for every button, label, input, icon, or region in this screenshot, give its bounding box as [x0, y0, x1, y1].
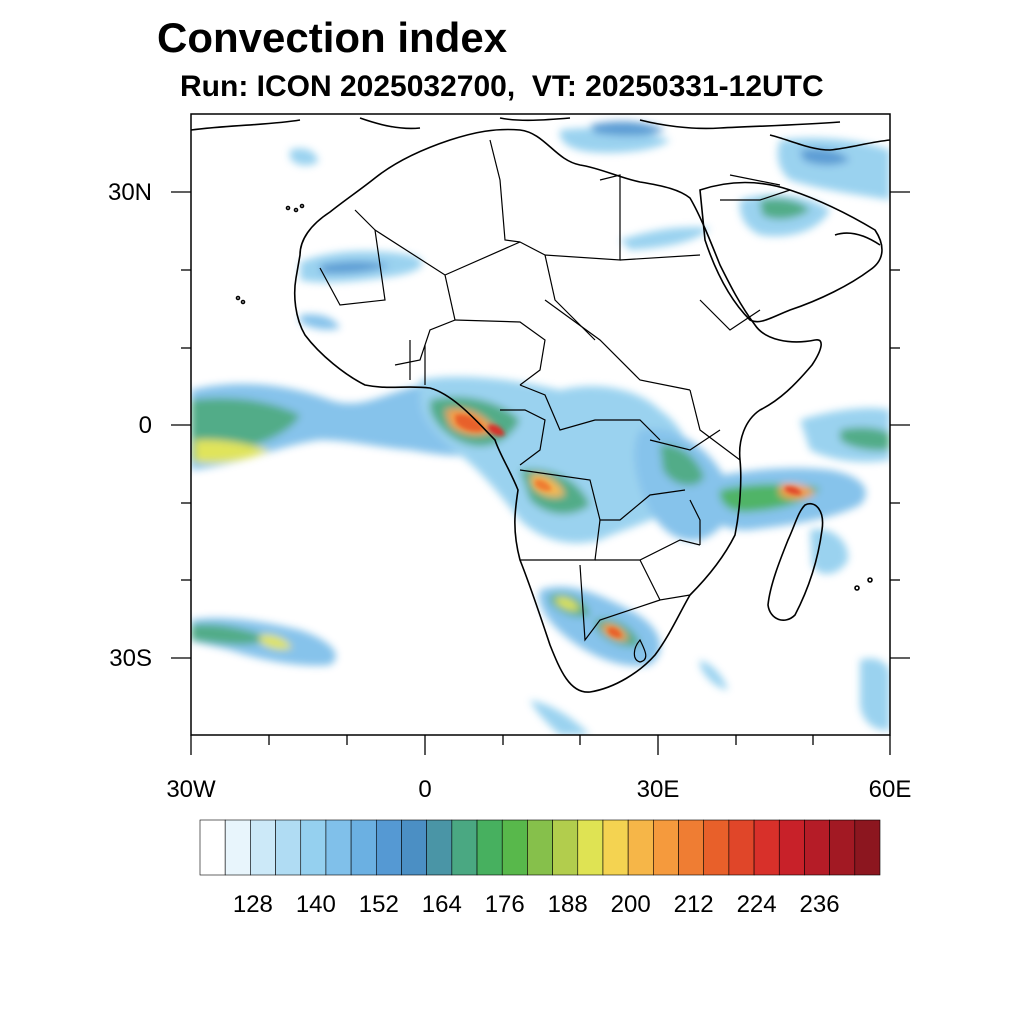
colorbar-swatch [401, 819, 427, 876]
colorbar-label: 128 [233, 891, 273, 918]
country-borders [319, 139, 791, 663]
colorbar-labels: 128 140 152 164 176 188 200 212 224 236 [233, 891, 840, 918]
colorbar-swatch [854, 819, 881, 876]
colorbar-swatch [552, 819, 579, 876]
colorbar-swatch [678, 819, 705, 876]
colorbar-swatch [476, 819, 503, 876]
colorbar-swatch [602, 819, 629, 876]
colorbar-label: 236 [800, 891, 840, 918]
colorbar-swatch [753, 819, 780, 876]
colorbar-swatch [501, 819, 528, 876]
colorbar-label: 164 [422, 891, 462, 918]
colorbar-label: 188 [548, 891, 588, 918]
lat-tick-labels: 30N 0 30S [108, 179, 152, 672]
lon-label-30e: 30E [637, 776, 680, 803]
colorbar-swatch [577, 819, 604, 876]
colorbar [199, 819, 881, 876]
colorbar-swatch [275, 819, 302, 876]
colorbar-swatch [426, 819, 453, 876]
lat-label-0: 0 [139, 412, 152, 439]
colorbar-swatch [728, 819, 755, 876]
convection-field [191, 121, 890, 735]
colorbar-swatch [627, 819, 654, 876]
colorbar-label: 140 [296, 891, 336, 918]
colorbar-swatch [829, 819, 856, 876]
lon-label-30w: 30W [166, 776, 216, 803]
colorbar-label: 200 [611, 891, 651, 918]
colorbar-label: 212 [674, 891, 714, 918]
colorbar-swatch [451, 819, 478, 876]
lon-tick-labels: 30W 0 30E 60E [166, 776, 911, 803]
lat-label-30n: 30N [108, 179, 152, 206]
colorbar-label: 176 [485, 891, 525, 918]
map-subtitle: Run: ICON 2025032700, VT: 20250331-12UTC [180, 70, 824, 103]
lon-label-60e: 60E [869, 776, 912, 803]
map-title: Convection index [157, 14, 508, 61]
colorbar-swatch [527, 819, 553, 876]
colorbar-label: 224 [737, 891, 777, 918]
colorbar-swatch [703, 819, 730, 876]
colorbar-swatch [804, 819, 830, 876]
colorbar-label: 152 [359, 891, 399, 918]
colorbar-swatch [350, 819, 377, 876]
colorbar-swatch [199, 819, 226, 876]
colorbar-swatch [778, 819, 805, 876]
lat-label-30s: 30S [109, 645, 152, 672]
colorbar-swatch [300, 819, 327, 876]
colorbar-swatch [250, 819, 276, 876]
axis-ticks [171, 191, 910, 755]
colorbar-swatch [325, 819, 352, 876]
lon-label-0: 0 [418, 776, 431, 803]
colorbar-swatch [375, 819, 402, 876]
colorbar-swatch [224, 819, 251, 876]
colorbar-swatch [653, 819, 679, 876]
